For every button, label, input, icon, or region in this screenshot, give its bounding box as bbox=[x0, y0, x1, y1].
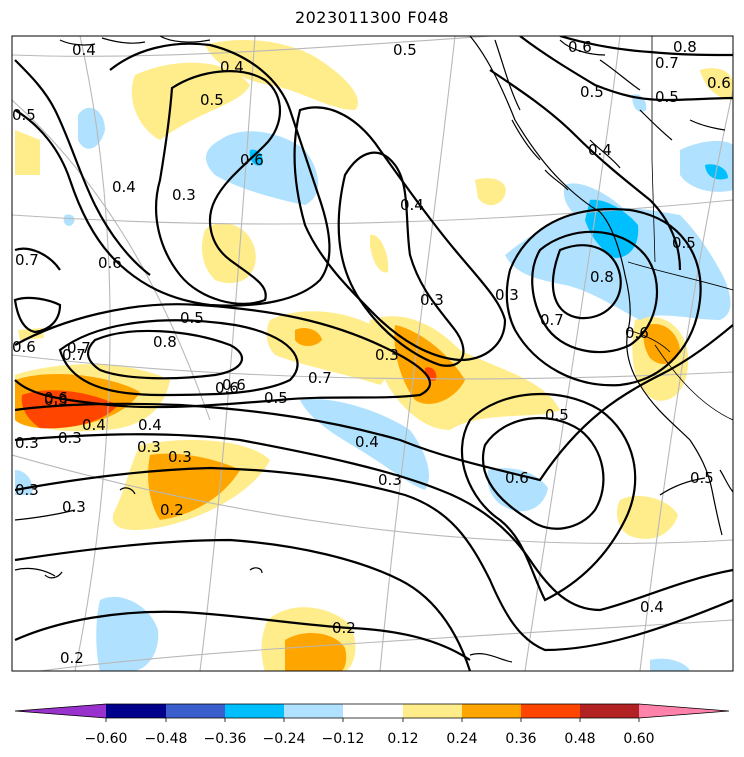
contour-label: 0.3 bbox=[44, 391, 68, 409]
contour-label: 0.4 bbox=[220, 58, 244, 76]
contour-label: 0.2 bbox=[160, 501, 184, 519]
contour-label: 0.5 bbox=[180, 309, 204, 327]
contour-label: 0.2 bbox=[332, 619, 356, 637]
contour-label: 0.4 bbox=[138, 416, 162, 434]
colorbar-bin bbox=[521, 704, 580, 718]
contour-label: 0.3 bbox=[172, 186, 196, 204]
colorbar-bin bbox=[580, 704, 639, 718]
colorbar-extend-low bbox=[15, 704, 106, 718]
contour-label: 0.3 bbox=[495, 286, 519, 304]
colorbar-bin bbox=[225, 704, 284, 718]
colorbar-extend-high bbox=[639, 704, 729, 718]
contour-label: 0.7 bbox=[62, 346, 86, 364]
contour-label: 0.4 bbox=[588, 141, 612, 159]
contour-lines bbox=[13, 36, 733, 671]
contour-label: 0.4 bbox=[640, 598, 664, 616]
contour-label: 0.5 bbox=[672, 234, 696, 252]
contour-label: 0.6 bbox=[505, 469, 529, 487]
colorbar-bin bbox=[284, 704, 343, 718]
contour-label: 0.3 bbox=[62, 498, 86, 516]
contour-label: 0.5 bbox=[264, 389, 288, 407]
contour-label: 0.7 bbox=[655, 54, 679, 72]
contour-label: 0.4 bbox=[112, 178, 136, 196]
colorbar-tick-label: −0.12 bbox=[322, 731, 365, 747]
contour-label: 0.3 bbox=[15, 434, 39, 452]
contour-label: 0.5 bbox=[12, 106, 36, 124]
contour-label: 0.7 bbox=[308, 369, 332, 387]
contour-label: 0.5 bbox=[690, 469, 714, 487]
contour-label: 0.5 bbox=[545, 406, 569, 424]
contour-labels: 0.4 0.5 0.5 0.6 0.8 0.7 0.6 0.4 0.6 0.3 … bbox=[12, 38, 731, 667]
contour-label: 0.3 bbox=[168, 448, 192, 466]
contour-label: 0.5 bbox=[200, 91, 224, 109]
contour-label: 0.2 bbox=[60, 649, 84, 667]
contour-label: 0.6 bbox=[707, 74, 731, 92]
colorbar-bin bbox=[462, 704, 521, 718]
contour-label: 0.7 bbox=[15, 251, 39, 269]
contour-label: 0.8 bbox=[153, 333, 177, 351]
colorbar-bin bbox=[403, 704, 462, 718]
colorbar: −0.60 −0.48 −0.36 −0.24 −0.12 0.12 0.24 … bbox=[14, 703, 730, 747]
contour-label: 0.8 bbox=[673, 38, 697, 56]
colorbar-bin bbox=[166, 704, 225, 718]
contour-label: 0.4 bbox=[400, 196, 424, 214]
colorbar-tick-label: 0.48 bbox=[564, 731, 595, 747]
colorbar-tick-label: −0.24 bbox=[263, 731, 306, 747]
colorbar-tick-label: 0.60 bbox=[623, 731, 654, 747]
colorbar-tick-label: −0.60 bbox=[85, 731, 128, 747]
colorbar-tick-label: 0.24 bbox=[446, 731, 477, 747]
map-frame bbox=[11, 35, 734, 672]
contour-label: 0.6 bbox=[240, 151, 264, 169]
contour-label: 0.3 bbox=[420, 291, 444, 309]
contour-label: 0.8 bbox=[590, 268, 614, 286]
contour-label: 0.6 bbox=[568, 38, 592, 56]
coastline bbox=[14, 36, 733, 663]
contour-label: 0.6 bbox=[222, 376, 246, 394]
contour-label: 0.6 bbox=[12, 338, 36, 356]
contour-label: 0.6 bbox=[98, 254, 122, 272]
contour-label: 0.5 bbox=[580, 83, 604, 101]
contour-label: 0.5 bbox=[393, 41, 417, 59]
contour-label: 0.4 bbox=[355, 433, 379, 451]
contour-label: 0.3 bbox=[58, 429, 82, 447]
colorbar-tick-label: −0.48 bbox=[145, 731, 188, 747]
contour-label: 0.6 bbox=[625, 324, 649, 342]
colorbar-bin bbox=[343, 704, 403, 718]
political-boundaries bbox=[627, 36, 733, 421]
colorbar-bin bbox=[106, 704, 166, 718]
colorbar-tick-label: −0.36 bbox=[204, 731, 247, 747]
colorbar-tick-label: 0.12 bbox=[387, 731, 418, 747]
map-title: 2023011300 F048 bbox=[294, 8, 450, 27]
contour-label: 0.7 bbox=[540, 311, 564, 329]
contour-label: 0.4 bbox=[72, 41, 96, 59]
contour-label: 0.3 bbox=[375, 346, 399, 364]
colorbar-tick-label: 0.36 bbox=[505, 731, 536, 747]
contour-label: 0.3 bbox=[378, 471, 402, 489]
contour-label: 0.6 bbox=[215, 379, 239, 397]
positive-anomaly-shading bbox=[15, 40, 733, 671]
contour-label: 0.4 bbox=[82, 416, 106, 434]
contour-label: 0.3 bbox=[15, 481, 39, 499]
contour-label: 0.6 bbox=[44, 389, 68, 407]
contour-label: 0.3 bbox=[137, 438, 161, 456]
map-panel: 0.4 0.5 0.5 0.6 0.8 0.7 0.6 0.4 0.6 0.3 … bbox=[12, 36, 733, 671]
contour-label: 0.7 bbox=[67, 339, 91, 357]
contour-label: 0.5 bbox=[655, 88, 679, 106]
